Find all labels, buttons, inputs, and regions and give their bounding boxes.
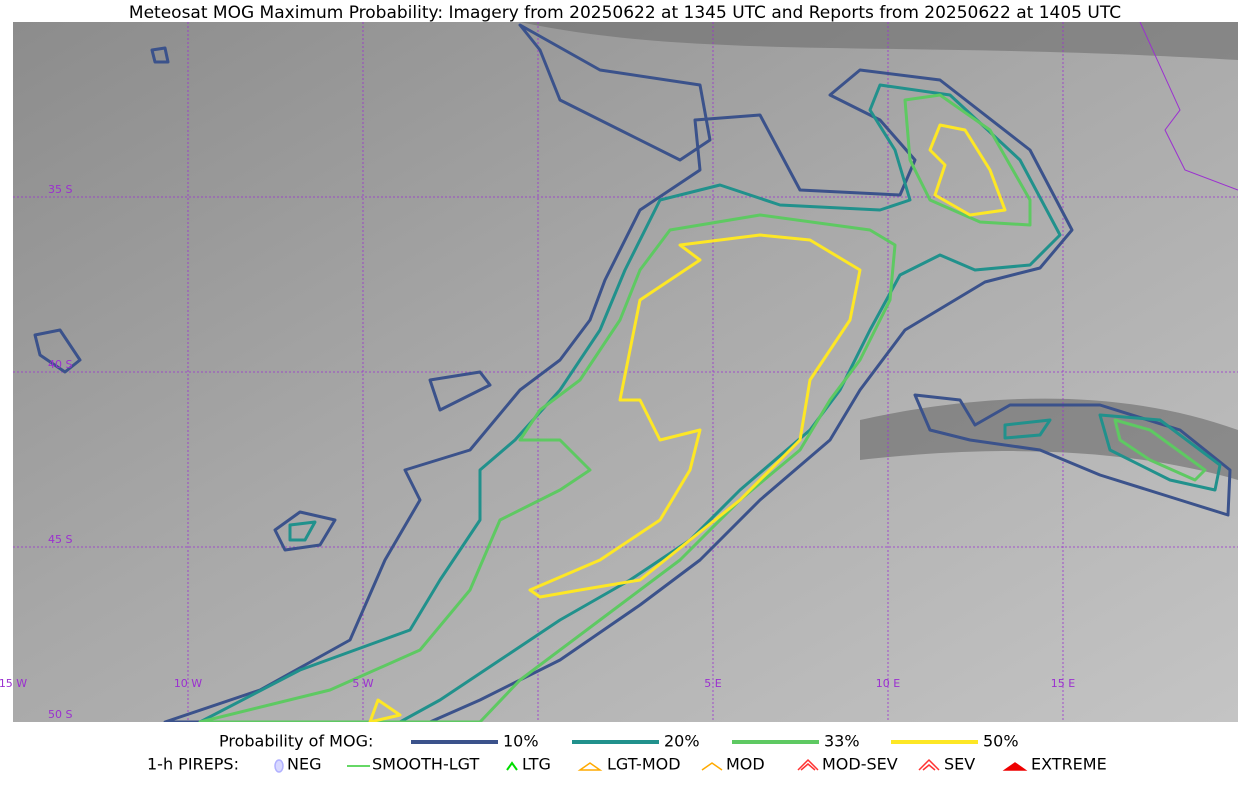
grid — [13, 22, 1238, 722]
pirep-label: LGT-MOD — [607, 755, 681, 774]
lon-label: 5 W — [352, 677, 373, 690]
lon-label: 15 E — [1051, 677, 1075, 690]
pirep-label: EXTREME — [1031, 755, 1107, 774]
pirep-label: MOD-SEV — [822, 755, 898, 774]
dark-band — [520, 22, 1238, 60]
lon-label: 10 W — [174, 677, 202, 690]
grid-labels: 35 S 40 S 45 S 50 S 15 W 10 W 5 W 5 E 10… — [0, 183, 1075, 721]
pirep-icons — [274, 758, 1028, 773]
pirep-label: MOD — [726, 755, 765, 774]
lat-label: 50 S — [48, 708, 72, 721]
legend: Probability of MOG: 1-h PIREPS: 10% 20% 33… — [147, 732, 1107, 774]
title: Meteosat MOG Maximum Probability: Imager… — [129, 3, 1121, 23]
pirep-label: LTG — [522, 755, 551, 774]
legend-title: Probability of MOG: — [219, 732, 373, 751]
lon-label: 5 E — [704, 677, 721, 690]
legend-label: 33% — [824, 732, 860, 751]
legend-title: 1-h PIREPS: — [147, 755, 239, 774]
contours — [33, 23, 1232, 722]
pirep-label: SMOOTH-LGT — [372, 755, 479, 774]
map — [13, 22, 1238, 722]
lon-label: 15 W — [0, 677, 27, 690]
legend-label: 20% — [664, 732, 700, 751]
legend-label: 10% — [503, 732, 539, 751]
pirep-label: NEG — [287, 755, 321, 774]
lat-label: 45 S — [48, 533, 72, 546]
lat-label: 35 S — [48, 183, 72, 196]
lon-label: 10 E — [876, 677, 900, 690]
lat-label: 40 S — [48, 358, 72, 371]
legend-label: 50% — [983, 732, 1019, 751]
pirep-label: SEV — [944, 755, 975, 774]
coastline — [1139, 22, 1238, 191]
